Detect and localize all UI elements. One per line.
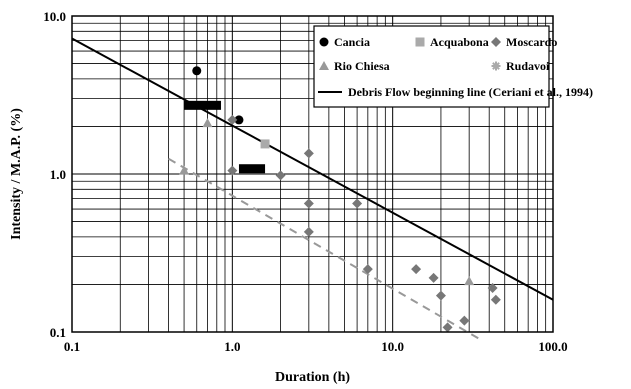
x-tick-label: 100.0 [538, 339, 567, 354]
moscardo-point [435, 290, 446, 301]
legend-label-moscardo: Moscardo [506, 35, 557, 49]
moscardo-point [362, 264, 373, 275]
moscardo-point [442, 322, 453, 333]
legend-label-debris-flow-line: Debris Flow beginning line (Ceriani et a… [348, 85, 593, 99]
legend-marker-rudavoi [491, 61, 501, 71]
cancia-point [234, 115, 244, 125]
rio-chiesa-point [202, 118, 213, 128]
moscardo-point [411, 264, 422, 275]
moscardo-point [428, 272, 439, 283]
debris-flow-line [71, 37, 554, 301]
x-tick-label: 1.0 [224, 339, 240, 354]
moscardo-point [303, 226, 314, 237]
legend-label-acquabona: Acquabona [430, 35, 489, 49]
data-points [179, 66, 501, 333]
moscardo-point [275, 170, 286, 181]
dashed-trend-line [168, 157, 481, 341]
y-tick-label: 10.0 [43, 9, 66, 24]
moscardo-point [487, 282, 498, 293]
cancia-point [192, 66, 202, 76]
x-tick-label: 0.1 [64, 339, 80, 354]
acquabona-duration-bar [184, 100, 222, 110]
moscardo-point [303, 198, 314, 209]
moscardo-point [227, 165, 238, 176]
legend-label-rudavoi: Rudavoi [506, 59, 550, 73]
moscardo-point [352, 198, 363, 209]
x-tick-label: 10.0 [381, 339, 404, 354]
legend-box [313, 25, 550, 108]
moscardo-point [459, 315, 470, 326]
legend-marker-cancia [319, 37, 329, 47]
y-axis-title: Intensity / M.A.P. (%) [9, 108, 24, 240]
rio-chiesa-point [464, 276, 475, 286]
plot-frame [71, 15, 554, 333]
legend-marker-moscardo [491, 37, 501, 47]
legend: Cancia Acquabona Moscardo Rio Chiesa Rudavoi… [313, 25, 593, 108]
legend-marker-rio-chiesa [319, 61, 329, 70]
y-tick-label: 0.1 [50, 325, 66, 340]
legend-label-cancia: Cancia [334, 35, 370, 49]
acquabona-point [260, 139, 270, 149]
moscardo-point [490, 294, 501, 305]
rio-chiesa-point [179, 165, 190, 175]
moscardo-point [227, 114, 238, 125]
fit-lines [71, 37, 554, 341]
moscardo-point [303, 148, 314, 159]
legend-marker-acquabona [415, 37, 425, 47]
legend-label-rio-chiesa: Rio Chiesa [334, 59, 390, 73]
acquabona-duration-bar [238, 164, 266, 174]
x-axis-title: Duration (h) [275, 370, 350, 385]
tick-labels: 0.1 1.0 10.0 100.0 10.0 1.0 0.1 [43, 9, 567, 354]
y-tick-label: 1.0 [50, 167, 66, 182]
duration-bars [184, 100, 266, 174]
star-stroke [492, 62, 500, 70]
